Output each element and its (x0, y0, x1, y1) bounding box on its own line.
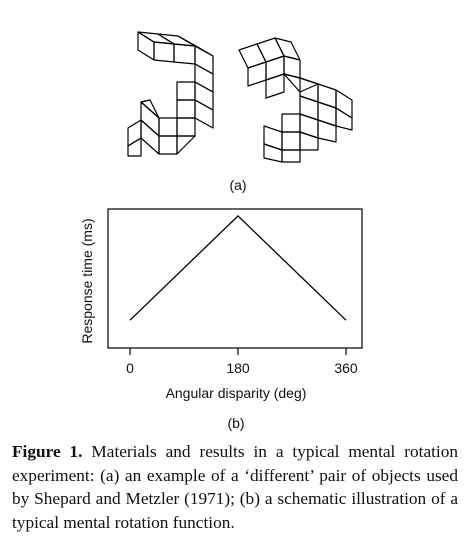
panel-b-label: (b) (227, 415, 244, 431)
figure-caption: Figure 1. Materials and results in a typ… (12, 440, 458, 534)
plot-frame (107, 208, 363, 349)
x-axis-label: Angular disparity (deg) (166, 385, 307, 401)
x-tick-label: 360 (334, 360, 358, 376)
block-object-right (238, 37, 353, 163)
x-tick-label: 0 (126, 360, 134, 376)
series-line (129, 215, 347, 321)
x-tick-label: 180 (226, 360, 250, 376)
chart: Response time (ms) 0 180 360 Angular dispa… (79, 208, 363, 401)
caption-bold: Figure 1. (12, 442, 83, 461)
y-axis-label: Response time (ms) (79, 218, 95, 343)
panel-a-label: (a) (229, 177, 246, 193)
block-object-left (127, 31, 214, 157)
caption-text: Materials and results in a typical menta… (12, 442, 459, 532)
